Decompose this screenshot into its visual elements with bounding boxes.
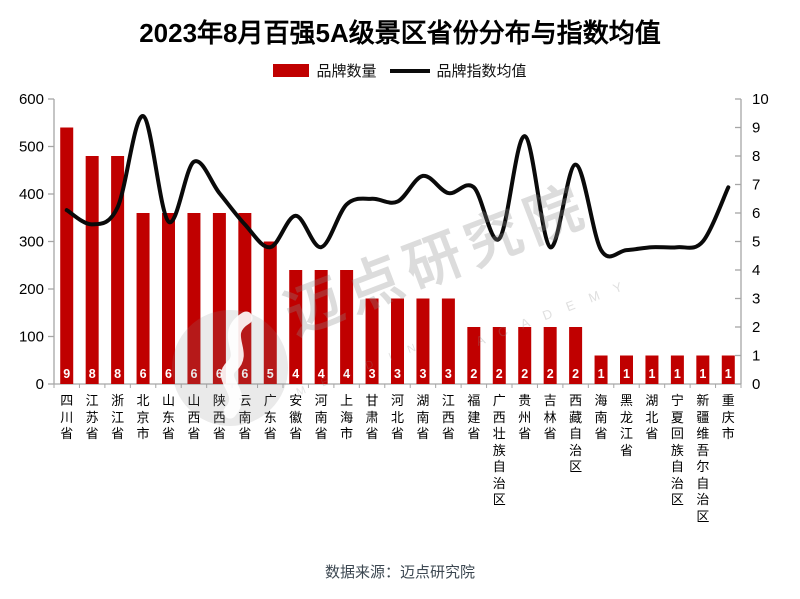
y-right-tick-label: 3 — [752, 291, 760, 308]
bar-value-label: 6 — [165, 367, 172, 381]
bar — [162, 213, 175, 384]
y-right-tick-label: 0 — [752, 376, 760, 393]
bar-value-label: 1 — [725, 367, 732, 381]
bar — [670, 355, 684, 384]
bar — [645, 355, 659, 384]
bar — [340, 270, 354, 384]
y-right-tick-label: 5 — [752, 234, 760, 251]
bar-value-label: 1 — [699, 367, 706, 381]
bar — [416, 298, 430, 384]
bar-value-label: 3 — [394, 367, 401, 381]
y-right-tick-label: 2 — [752, 319, 760, 336]
source-note: 数据来源：迈点研究院 — [324, 564, 475, 581]
bar — [467, 327, 481, 384]
bar — [721, 355, 735, 384]
legend: 品牌数量 品牌指数均值 — [0, 60, 800, 81]
bar — [314, 270, 328, 384]
index-line — [64, 114, 731, 259]
bar — [492, 327, 506, 384]
bar-value-label: 3 — [419, 367, 426, 381]
y-right-tick-label: 6 — [752, 205, 760, 222]
y-left-tick-label: 100 — [19, 329, 44, 346]
bar-value-label: 1 — [623, 367, 630, 381]
y-right-tick-label: 4 — [752, 262, 760, 279]
bar-value-label: 2 — [572, 367, 579, 381]
bar-value-label: 9 — [63, 367, 70, 381]
bar-value-label: 6 — [140, 367, 147, 381]
bar — [238, 213, 252, 384]
bar — [696, 355, 710, 384]
y-right-tick-label: 10 — [752, 91, 769, 108]
y-right-tick-label: 7 — [752, 177, 760, 194]
bar-value-label: 3 — [369, 367, 376, 381]
bar-value-label: 1 — [598, 367, 605, 381]
page-title: 2023年8月百强5A级景区省份分布与指数均值 — [139, 18, 661, 48]
bar-value-label: 8 — [89, 367, 96, 381]
y-left-tick-label: 200 — [19, 281, 44, 298]
bar — [263, 241, 277, 384]
bar-value-label: 4 — [292, 367, 299, 381]
bar-value-label: 6 — [241, 367, 248, 381]
y-right-tick-label: 9 — [752, 120, 760, 137]
legend-line-swatch — [389, 68, 430, 73]
bar — [136, 213, 150, 384]
y-right-tick-label: 1 — [752, 348, 760, 365]
bar-value-label: 1 — [648, 367, 655, 381]
y-right-tick-label: 8 — [752, 148, 760, 165]
bar-value-label: 8 — [114, 367, 121, 381]
bar-value-label: 2 — [496, 367, 503, 381]
bar — [289, 270, 303, 384]
bar — [391, 298, 404, 384]
bar-value-label: 2 — [547, 367, 554, 381]
bar — [85, 156, 99, 384]
y-left-tick-label: 500 — [19, 139, 44, 156]
bar — [441, 298, 455, 384]
bar-value-label: 2 — [470, 367, 477, 381]
bar-value-label: 6 — [190, 367, 197, 381]
bar-value-label: 1 — [674, 367, 681, 381]
bar — [187, 213, 201, 384]
y-left-tick-label: 400 — [19, 186, 44, 203]
bar-value-label: 4 — [343, 367, 350, 381]
bar — [543, 327, 557, 384]
bar-value-label: 2 — [521, 367, 528, 381]
bar — [365, 298, 379, 384]
bar — [594, 355, 608, 384]
y-left-tick-label: 300 — [19, 234, 44, 251]
legend-bar-label: 品牌数量 — [316, 63, 377, 80]
bar — [518, 327, 532, 384]
bar — [212, 213, 226, 384]
legend-bar-swatch — [273, 64, 310, 77]
bar — [569, 327, 583, 384]
bar-value-label: 3 — [445, 367, 452, 381]
bar — [620, 355, 633, 384]
bar — [60, 127, 74, 384]
y-left-tick-label: 0 — [36, 376, 44, 393]
bar-value-label: 4 — [318, 367, 325, 381]
bar-value-label: 6 — [216, 367, 223, 381]
bar-value-label: 5 — [267, 367, 274, 381]
legend-line-label: 品牌指数均值 — [436, 63, 527, 80]
y-left-tick-label: 600 — [19, 91, 44, 108]
